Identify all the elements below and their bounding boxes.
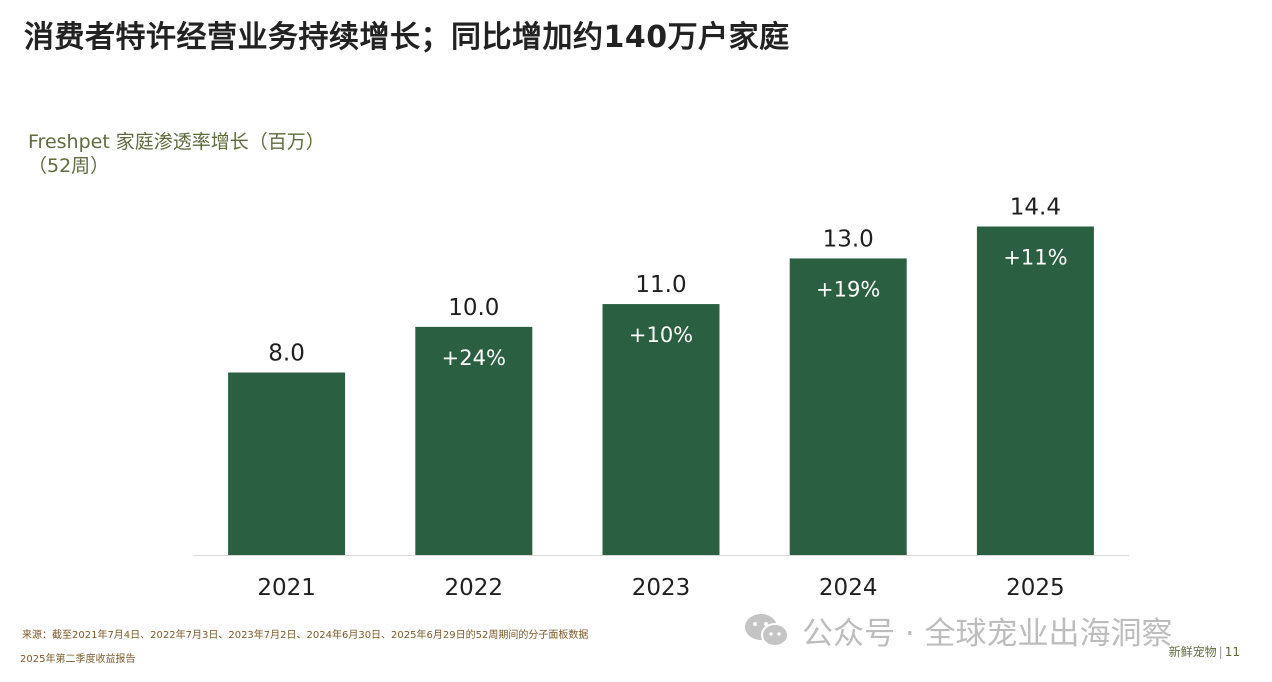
chart-title-line-1: Freshpet 家庭渗透率增长（百万） <box>28 131 325 153</box>
value-label-2021: 8.0 <box>268 341 305 367</box>
bar-2025 <box>976 226 1094 555</box>
report-name: 2025年第二季度收益报告 <box>20 654 136 665</box>
page-title: 消费者特许经营业务持续增长；同比增加约140万户家庭 <box>24 20 790 55</box>
x-tick-label-2023: 2023 <box>632 575 691 601</box>
bar-2021 <box>228 372 346 555</box>
x-tick-label-2022: 2022 <box>445 575 504 601</box>
value-label-2025: 14.4 <box>1010 195 1061 221</box>
watermark-text: 公众号 · 全球宠业出海洞察 <box>802 615 1173 652</box>
chart-title: Freshpet 家庭渗透率增长（百万） （52周） <box>28 130 325 178</box>
value-label-2023: 11.0 <box>635 272 686 298</box>
watermark: 公众号 · 全球宠业出海洞察 <box>742 608 1173 652</box>
value-label-2024: 13.0 <box>823 226 874 252</box>
bar-2022 <box>415 326 533 555</box>
page-number: 11 <box>1224 645 1240 659</box>
footer-brand: 新鲜宠物 | 11 <box>1168 645 1240 659</box>
growth-label-2025: +11% <box>1003 246 1067 270</box>
chart-title-line-2: （52周） <box>28 155 110 177</box>
wechat-icon <box>745 614 789 647</box>
growth-label-2022: +24% <box>442 346 506 370</box>
value-label-2022: 10.0 <box>448 295 499 321</box>
growth-label-2023: +10% <box>629 323 693 347</box>
brand-name: 新鲜宠物 <box>1168 645 1217 659</box>
bar-2024 <box>789 258 907 555</box>
x-tick-label-2024: 2024 <box>819 575 878 601</box>
x-tick-label-2025: 2025 <box>1006 575 1065 601</box>
source-footnote: 来源：截至2021年7月4日、2022年7月3日、2023年7月2日、2024年… <box>22 630 589 641</box>
bar-2023 <box>602 304 720 555</box>
x-tick-label-2021: 2021 <box>257 575 316 601</box>
growth-label-2024: +19% <box>816 277 880 301</box>
